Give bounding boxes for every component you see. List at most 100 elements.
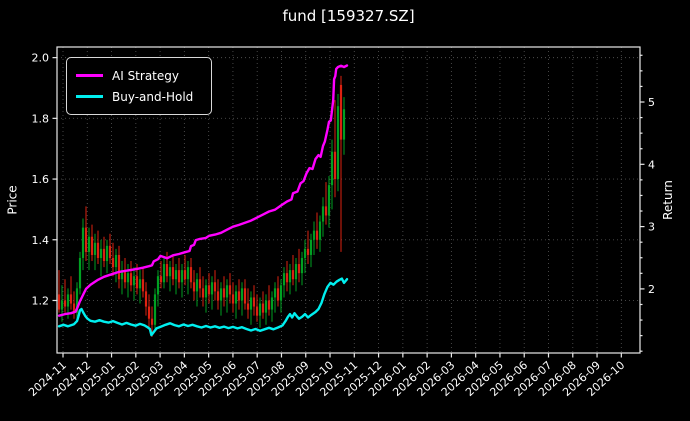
candle-body-down	[57, 294, 61, 310]
candle-body-up	[87, 236, 91, 252]
candle-body-up	[204, 285, 208, 298]
legend: AI Strategy Buy-and-Hold	[66, 57, 212, 115]
candle-body-up	[210, 282, 214, 295]
candle-body-down	[171, 267, 175, 280]
candle-body-down	[306, 248, 310, 255]
candle-body-down	[222, 288, 226, 298]
candle-body-up	[60, 300, 64, 310]
candle-body-down	[255, 306, 259, 316]
candle-body-down	[90, 236, 94, 255]
candle-body-up	[180, 270, 184, 283]
candle-body-up	[294, 264, 298, 280]
ai-strategy-line	[57, 64, 349, 317]
candle-body-up	[162, 264, 166, 283]
y-tick-label-right: 5	[648, 96, 655, 109]
candle-body-up	[138, 279, 142, 289]
plot-border	[56, 46, 641, 354]
candle-body-down	[333, 151, 337, 180]
candle-body-down	[276, 288, 280, 301]
candle-body-down	[96, 242, 100, 258]
candle-body-down	[246, 303, 250, 310]
y-tick-label-right: 4	[648, 158, 655, 171]
candle-body-down	[216, 291, 220, 301]
y-tick-label-left: 2.0	[32, 52, 50, 65]
candle-body-up	[240, 288, 244, 301]
candle-body-up	[234, 291, 238, 304]
candle-body-down	[72, 303, 76, 313]
candle-body-up	[93, 242, 97, 255]
y-axis-label-price: Price	[5, 185, 20, 215]
candle-body-up	[114, 254, 118, 268]
candle-body-down	[213, 282, 217, 292]
candle-body-down	[297, 264, 301, 274]
candle-body-down	[243, 288, 247, 304]
candle-body-up	[153, 294, 157, 325]
candle-body-down	[228, 285, 232, 295]
candle-body-down	[150, 318, 154, 325]
candle-body-up	[330, 151, 334, 186]
candle-body-up	[174, 270, 178, 280]
candle-body-up	[303, 248, 307, 258]
candle-body-up	[105, 245, 109, 262]
candle-body-down	[261, 303, 265, 313]
candle-body-down	[63, 300, 67, 307]
candle-body-up	[132, 276, 136, 286]
candle-body-up	[249, 297, 253, 310]
candle-body-up	[81, 227, 85, 258]
candle-body-up	[318, 221, 322, 240]
candle-body-up	[126, 273, 130, 283]
legend-item-ai-strategy: AI Strategy	[76, 65, 201, 86]
candle-body-up	[120, 270, 124, 280]
candle-body-down	[237, 291, 241, 301]
y-tick-label-left: 1.8	[32, 112, 50, 125]
candle-body-up	[321, 206, 325, 222]
gridlines	[57, 47, 640, 353]
candle-body-up	[282, 273, 286, 286]
candle-body-up	[312, 230, 316, 240]
candle-body-up	[270, 297, 274, 310]
candle-body-down	[147, 306, 151, 319]
candle-body-up	[66, 294, 70, 307]
candle-body-down	[252, 297, 256, 307]
legend-label-ai-strategy: AI Strategy	[112, 68, 179, 83]
candle-body-down	[108, 245, 112, 258]
candle-body-down	[285, 273, 289, 283]
legend-swatch-buy-and-hold	[76, 95, 103, 98]
candle-body-down	[267, 300, 271, 310]
legend-swatch-ai-strategy	[76, 74, 103, 77]
candle-body-up	[264, 300, 268, 313]
candle-body-down	[102, 248, 106, 262]
y-tick-label-left: 1.4	[32, 234, 50, 247]
y-axis-label-return: Return	[660, 180, 675, 220]
candle-body-up	[309, 239, 313, 255]
candle-body-down	[231, 294, 235, 304]
candle-body-up	[78, 257, 82, 289]
candle-body-down	[315, 230, 319, 240]
candle-body-up	[75, 288, 79, 313]
candle-body-down	[135, 276, 139, 289]
candle-body-up	[195, 279, 199, 292]
candle-body-up	[288, 270, 292, 283]
legend-label-buy-and-hold: Buy-and-Hold	[112, 89, 194, 104]
y-tick-label-right: 3	[648, 221, 655, 234]
y-tick-label-right: 2	[648, 283, 655, 296]
candle-body-down	[69, 294, 73, 304]
candle-body-down	[189, 267, 193, 283]
candle-body-down	[183, 270, 187, 280]
candle-body-up	[99, 248, 103, 258]
candle-body-down	[324, 206, 328, 216]
candle-body-up	[225, 285, 229, 298]
candle-body-down	[159, 276, 163, 283]
candle-body-up	[156, 276, 160, 295]
candle-body-down	[198, 279, 202, 289]
candle-body-up	[168, 267, 172, 277]
candle-body-down	[129, 273, 133, 286]
chart-title: fund [159327.SZ]	[282, 7, 415, 25]
candle-body-down	[144, 291, 148, 307]
legend-item-buy-and-hold: Buy-and-Hold	[76, 86, 201, 107]
candle-body-up	[273, 288, 277, 298]
candle-body-up	[300, 257, 304, 274]
candle-body-up	[258, 303, 262, 316]
candle-body-down	[117, 254, 121, 280]
candle-body-down	[207, 285, 211, 295]
